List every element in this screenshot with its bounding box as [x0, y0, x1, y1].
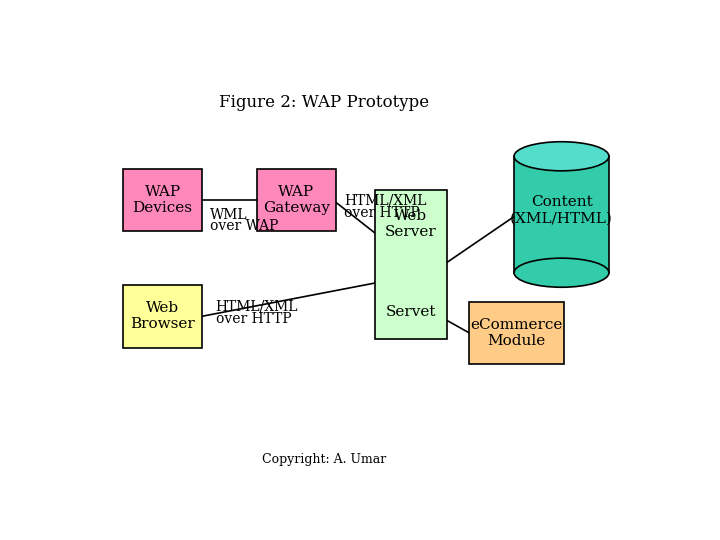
Text: over HTTP: over HTTP — [344, 206, 420, 220]
Polygon shape — [514, 156, 609, 273]
Ellipse shape — [514, 258, 609, 287]
FancyBboxPatch shape — [124, 168, 202, 231]
FancyBboxPatch shape — [124, 285, 202, 348]
Text: WML: WML — [210, 208, 248, 222]
Text: eCommerce
Module: eCommerce Module — [471, 318, 563, 348]
Text: WAP
Devices: WAP Devices — [132, 185, 192, 215]
Text: WAP
Gateway: WAP Gateway — [263, 185, 330, 215]
Text: HTML/XML: HTML/XML — [215, 300, 298, 314]
Text: over WAP: over WAP — [210, 219, 279, 233]
Ellipse shape — [514, 141, 609, 171]
FancyBboxPatch shape — [258, 168, 336, 231]
Text: Servet: Servet — [386, 305, 436, 319]
Text: Figure 2: WAP Prototype: Figure 2: WAP Prototype — [220, 94, 429, 111]
Text: Copyright: A. Umar: Copyright: A. Umar — [262, 453, 387, 467]
Text: over HTTP: over HTTP — [215, 312, 291, 326]
Text: Web
Browser: Web Browser — [130, 301, 195, 332]
FancyBboxPatch shape — [374, 190, 447, 339]
Text: Content
(XML/HTML): Content (XML/HTML) — [510, 195, 613, 225]
Text: Web
Server: Web Server — [385, 209, 437, 239]
Text: HTML/XML: HTML/XML — [344, 194, 426, 208]
FancyBboxPatch shape — [469, 302, 564, 364]
